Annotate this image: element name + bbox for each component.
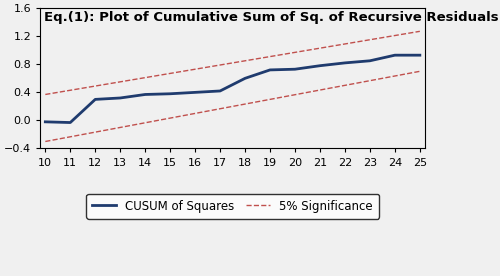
Text: Eq.(1): Plot of Cumulative Sum of Sq. of Recursive Residuals: Eq.(1): Plot of Cumulative Sum of Sq. of… [44, 11, 499, 24]
Legend: CUSUM of Squares, 5% Significance: CUSUM of Squares, 5% Significance [86, 194, 379, 219]
